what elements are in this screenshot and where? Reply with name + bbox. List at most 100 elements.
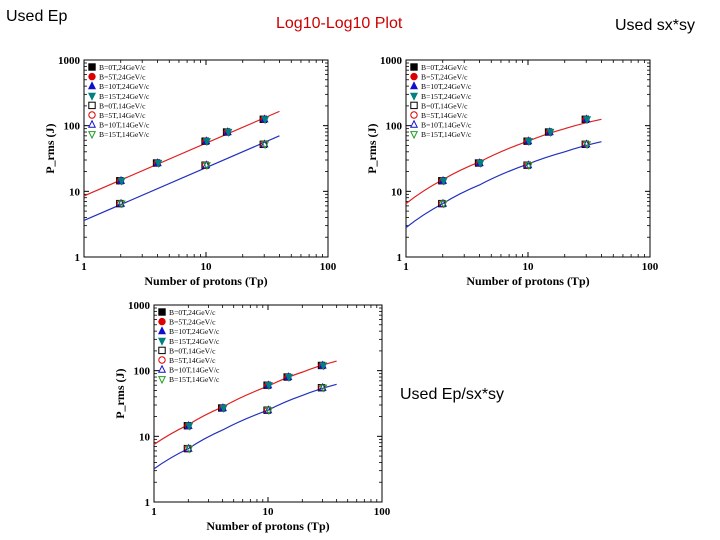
legend-entry: B=15T,24GeV/c xyxy=(421,92,472,101)
data-point xyxy=(439,177,448,186)
legend-marker xyxy=(410,101,418,110)
legend-marker xyxy=(158,346,166,355)
y-tick-label: 100 xyxy=(386,121,403,133)
data-point xyxy=(319,362,328,371)
data-point xyxy=(154,159,163,168)
legend-marker xyxy=(409,81,419,90)
legend-entry: B=5T,24GeV/c xyxy=(421,73,468,82)
legend-marker xyxy=(88,63,96,71)
legend-entry: B=5T,24GeV/c xyxy=(169,318,216,327)
legend-entry: B=15T,14GeV/c xyxy=(99,130,150,139)
data-point xyxy=(185,445,194,454)
x-tick-label: 100 xyxy=(374,506,391,518)
data-point xyxy=(261,141,270,150)
y-axis-label: P_rms (J) xyxy=(43,123,57,173)
y-tick-label: 100 xyxy=(134,366,151,378)
data-point xyxy=(284,373,293,382)
data-point xyxy=(202,162,211,171)
y-tick-label: 1 xyxy=(75,252,81,264)
y-axis-label: P_rms (J) xyxy=(113,368,127,418)
plot-frame xyxy=(153,304,383,503)
legend-marker xyxy=(87,119,97,128)
chart-sxsy: 1 10 100 1 10 100 1000 Number of protons (Tp) P_… xyxy=(365,55,659,288)
plot-frame xyxy=(83,59,329,258)
page-title: Log10-Log10 Plot xyxy=(276,15,403,32)
legend-marker xyxy=(157,326,167,335)
data-point xyxy=(117,177,126,186)
plot-frame xyxy=(405,59,651,258)
legend-marker xyxy=(88,111,96,119)
y-tick-label: 1 xyxy=(397,252,403,264)
y-tick-label: 1000 xyxy=(128,300,151,312)
legend-marker xyxy=(157,337,167,346)
data-point xyxy=(202,138,211,147)
x-axis-label: Number of protons (Tp) xyxy=(466,274,589,288)
y-tick-label: 1 xyxy=(145,497,151,509)
legend-marker xyxy=(158,308,166,316)
legend-entry: B=10T,24GeV/c xyxy=(99,82,150,91)
data-point xyxy=(319,384,328,393)
legend-entry: B=0T,14GeV/c xyxy=(421,101,468,110)
y-axis-label: P_rms (J) xyxy=(365,123,379,173)
legend-entry: B=0T,24GeV/c xyxy=(421,63,468,72)
data-point xyxy=(439,200,448,209)
legend-marker xyxy=(410,72,418,81)
y-tick-label: 1000 xyxy=(58,55,81,67)
x-tick-label: 100 xyxy=(642,261,659,273)
y-tick-label: 10 xyxy=(139,431,151,443)
legend-marker xyxy=(158,317,166,326)
legend-entry: B=15T,14GeV/c xyxy=(421,130,472,139)
data-point xyxy=(524,162,533,171)
legend-entry: B=5T,14GeV/c xyxy=(421,111,468,120)
legend-entry: B=10T,14GeV/c xyxy=(99,121,150,130)
data-point xyxy=(224,128,233,137)
legend-marker xyxy=(157,376,167,385)
used-ep-label: Used Ep xyxy=(6,8,68,25)
x-tick-label: 100 xyxy=(320,261,337,273)
legend-entry: B=15T,14GeV/c xyxy=(169,375,220,384)
x-tick-label: 10 xyxy=(263,506,275,518)
legend-marker xyxy=(410,111,418,119)
legend-entry: B=0T,14GeV/c xyxy=(99,101,146,110)
y-tick-label: 100 xyxy=(64,121,81,133)
legend-entry: B=0T,24GeV/c xyxy=(169,308,216,317)
y-tick-label: 10 xyxy=(391,186,403,198)
x-tick-label: 1 xyxy=(151,506,157,518)
legend-entry: B=5T,14GeV/c xyxy=(99,111,146,120)
legend-entry: B=15T,24GeV/c xyxy=(99,92,150,101)
used-sxsy-label: Used sx*sy xyxy=(615,17,696,34)
data-point xyxy=(264,382,273,391)
data-point xyxy=(583,141,592,150)
data-point xyxy=(546,128,555,137)
data-point xyxy=(476,159,485,168)
x-tick-label: 10 xyxy=(523,261,535,273)
x-axis-label: Number of protons (Tp) xyxy=(144,274,267,288)
legend-entry: B=5T,14GeV/c xyxy=(169,356,216,365)
legend-entry: B=10T,14GeV/c xyxy=(169,366,220,375)
legend-entry: B=10T,24GeV/c xyxy=(421,82,472,91)
data-point xyxy=(185,422,194,431)
legend-marker xyxy=(409,119,419,128)
legend-marker xyxy=(157,364,167,373)
legend-marker xyxy=(410,63,418,71)
legend-marker xyxy=(409,131,419,140)
used-ep-over-sxsy-label: Used Ep/sx*sy xyxy=(400,386,505,403)
data-point xyxy=(524,138,533,147)
x-tick-label: 10 xyxy=(201,261,213,273)
legend-entry: B=0T,24GeV/c xyxy=(99,63,146,72)
data-point xyxy=(219,404,228,413)
legend-entry: B=10T,14GeV/c xyxy=(421,121,472,130)
legend-entry: B=10T,24GeV/c xyxy=(169,327,220,336)
x-tick-label: 1 xyxy=(81,261,87,273)
chart-ep: 1 10 100 1 10 100 1000 Number of protons (Tp) P_… xyxy=(43,55,337,288)
chart-ep-over-sxsy: 1 10 100 1 10 100 1000 Number of protons (Tp) P_… xyxy=(113,300,391,533)
x-axis-label: Number of protons (Tp) xyxy=(206,519,329,533)
legend-marker xyxy=(88,72,96,81)
legend-entry: B=5T,24GeV/c xyxy=(99,73,146,82)
data-point xyxy=(583,116,592,125)
legend-marker xyxy=(158,356,166,364)
data-point xyxy=(261,116,270,125)
legend-marker xyxy=(88,101,96,110)
x-tick-label: 1 xyxy=(403,261,409,273)
data-point xyxy=(117,200,126,209)
